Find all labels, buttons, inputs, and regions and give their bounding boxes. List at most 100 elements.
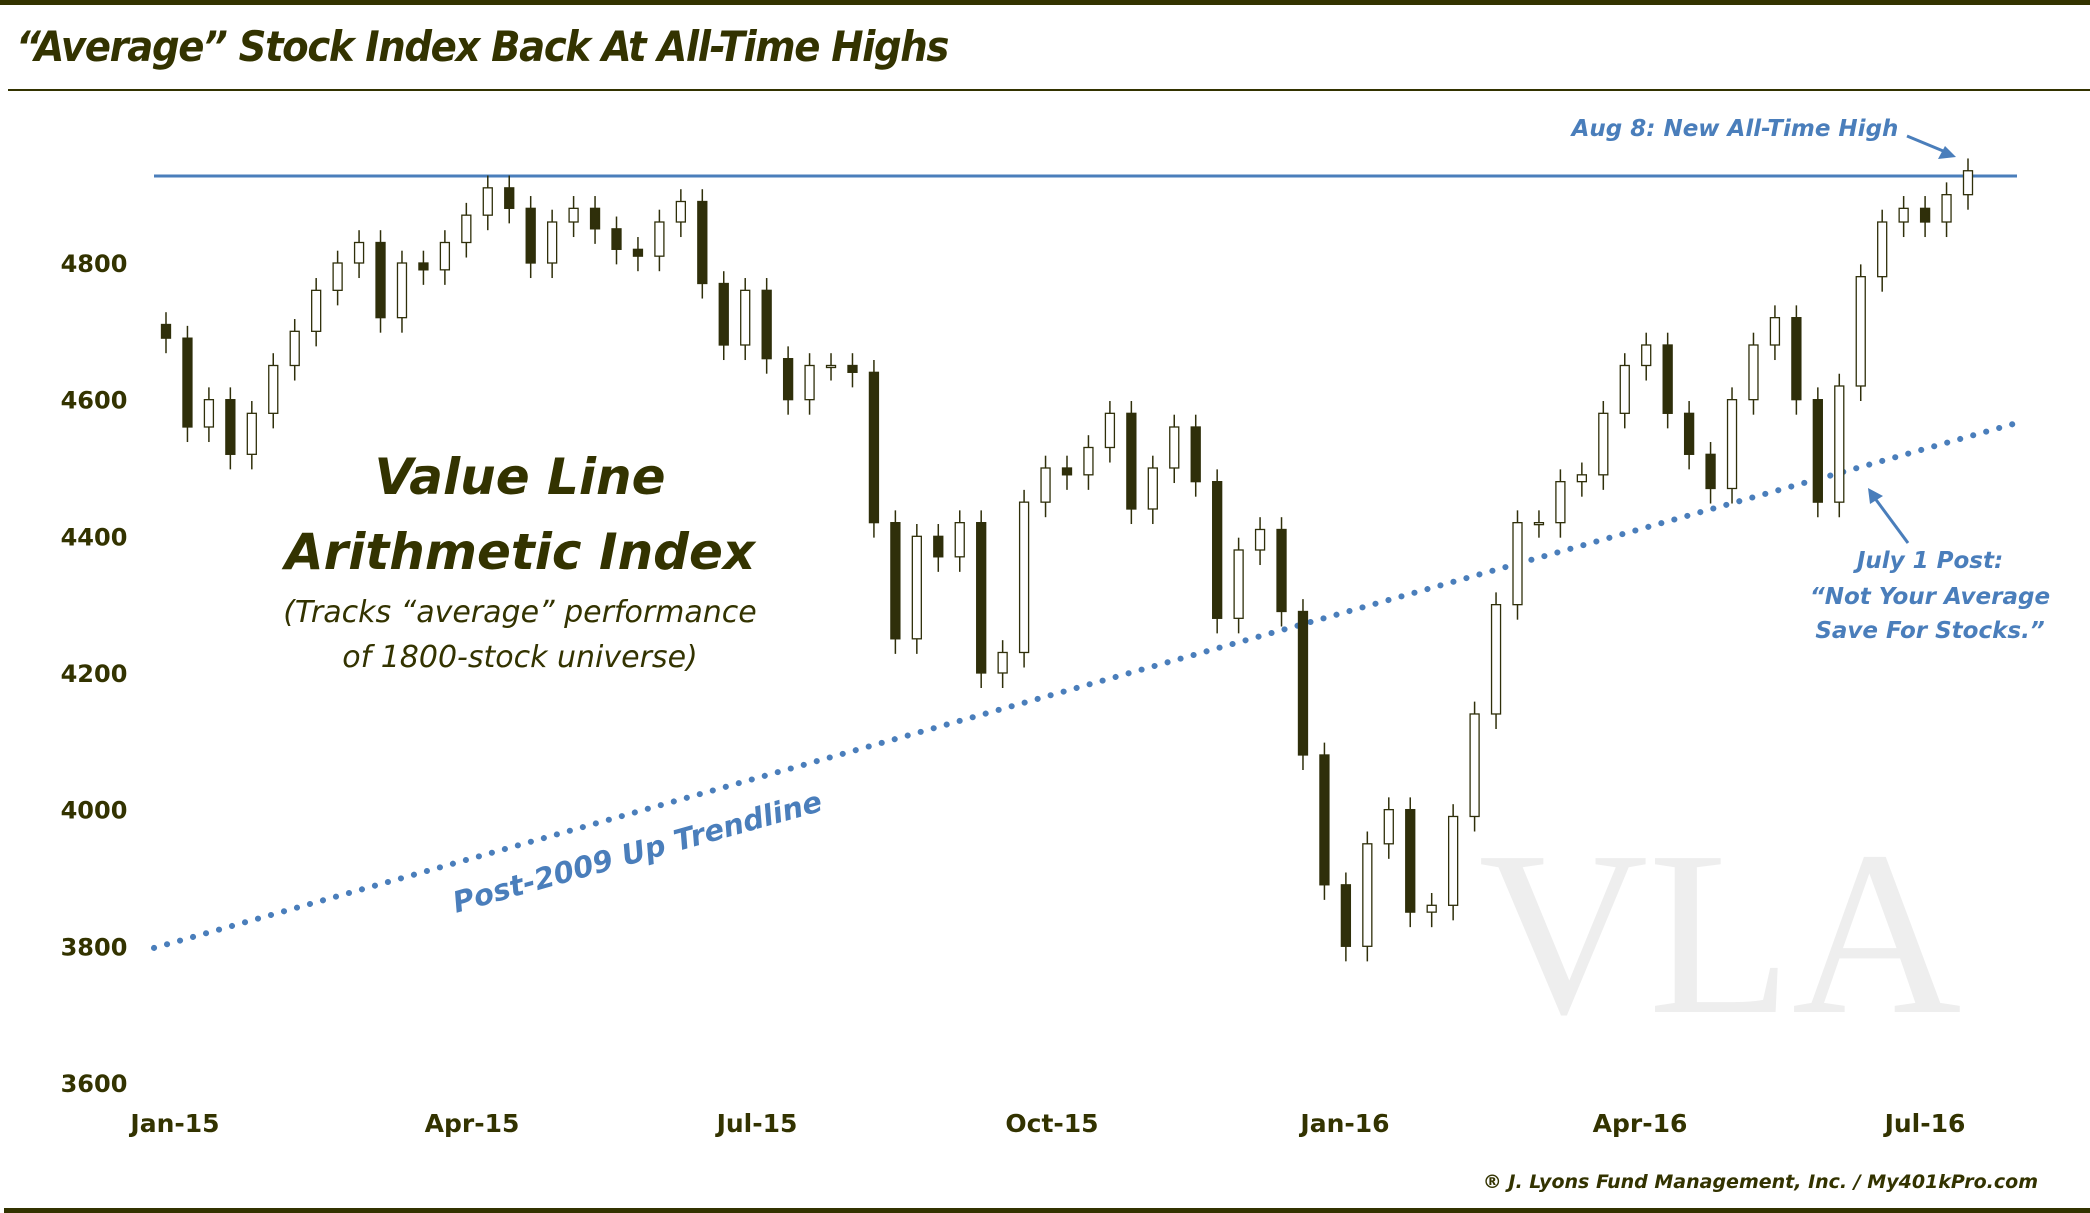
candle-body (1490, 604, 1502, 715)
candle-body (632, 248, 644, 257)
candle-body (1040, 467, 1051, 503)
candle (1598, 401, 1609, 490)
x-tick-label: Jul-15 (715, 1109, 798, 1138)
candle (225, 387, 236, 470)
candle (1726, 387, 1738, 504)
high-note: Aug 8: New All-Time High (1570, 116, 1899, 142)
candle-body (1512, 522, 1523, 606)
bottom-border (4, 1208, 2090, 1213)
candle-body (439, 241, 451, 271)
candle-body (1662, 344, 1673, 414)
post-note-line3: Save For Stocks.” (1815, 618, 2044, 644)
candle (182, 325, 193, 443)
candle (589, 196, 601, 244)
candle (697, 189, 708, 299)
candle (1619, 353, 1630, 429)
x-tick-label: Jan-16 (1298, 1109, 1389, 1138)
candle (1490, 592, 1502, 730)
index-desc-line2: of 1800-stock universe) (342, 640, 697, 675)
candle-body (1791, 317, 1802, 401)
candle-body (1898, 207, 1909, 223)
candle-body (1834, 385, 1845, 503)
candle (1362, 831, 1373, 962)
index-name-line2: Arithmetic Index (281, 523, 757, 581)
candle-body (1447, 815, 1459, 906)
candle (1297, 599, 1309, 771)
candle (1426, 893, 1437, 928)
candle (1533, 510, 1545, 538)
candle-body (1769, 317, 1781, 346)
candle (268, 353, 279, 429)
x-tick-label: Apr-16 (1593, 1109, 1688, 1138)
y-tick-label: 3800 (61, 933, 128, 961)
candle-body (675, 200, 687, 223)
candle-body (1962, 170, 1974, 196)
candle-body (353, 241, 365, 264)
y-tick-label: 4000 (61, 797, 128, 825)
candle (1104, 401, 1116, 463)
candle (525, 196, 536, 279)
candle-body (375, 241, 386, 319)
candle-body (911, 535, 922, 640)
x-tick-label: Jul-16 (1883, 1109, 1966, 1138)
candle-body (1576, 474, 1588, 483)
candle-body (1405, 808, 1416, 913)
candle (1383, 797, 1394, 859)
candle-body (1619, 364, 1630, 414)
high-arrow-icon (1906, 134, 1956, 159)
candle (675, 189, 687, 238)
candle (1040, 455, 1051, 518)
candle (911, 524, 922, 654)
candle (353, 230, 365, 279)
candle (203, 387, 215, 443)
candle-body (740, 289, 751, 346)
candle-body (1919, 207, 1931, 223)
candle (1512, 510, 1523, 620)
candle (311, 278, 322, 347)
candle (418, 250, 429, 285)
y-tick-label: 4800 (61, 250, 128, 278)
candle-body (568, 207, 579, 223)
candle (1405, 797, 1416, 928)
candle-body (1362, 843, 1373, 947)
candle-body (1126, 412, 1137, 510)
candle (782, 346, 794, 415)
candle (1748, 332, 1759, 415)
copyright: ® J. Lyons Fund Management, Inc. / My401… (1482, 1171, 2038, 1193)
candle (740, 278, 751, 361)
candle-body (1683, 412, 1695, 455)
y-axis: 3600 3800 4000 4200 4400 4600 4800 (61, 250, 128, 1098)
y-tick-label: 4400 (61, 523, 128, 551)
candle-body (1941, 194, 1952, 223)
candle-body (1276, 528, 1287, 613)
candle (1834, 373, 1845, 518)
candle-body (1319, 754, 1330, 886)
candle (160, 312, 172, 354)
candle (1662, 332, 1673, 429)
candle-body (1555, 481, 1566, 524)
candle (546, 209, 558, 279)
candle (1126, 401, 1137, 525)
candle (504, 175, 515, 224)
candle-body (847, 364, 858, 373)
candle-body (1169, 426, 1180, 469)
candle (868, 360, 880, 538)
candle-body (1705, 453, 1716, 490)
candle-body (225, 399, 236, 455)
candle (439, 230, 451, 285)
candle (847, 353, 858, 388)
candle-body (1748, 344, 1759, 401)
candle (1962, 158, 1974, 210)
candle-body (246, 412, 257, 455)
candle-body (804, 364, 815, 401)
candle (1576, 462, 1588, 497)
candle-body (1254, 528, 1266, 551)
candle-body (461, 214, 472, 244)
candle-body (890, 522, 901, 640)
x-axis: Jan-15 Apr-15 Jul-15 Oct-15 Jan-16 Apr-16 Jul-… (128, 1109, 1965, 1138)
candle (375, 230, 386, 333)
x-tick-label: Jan-15 (128, 1109, 219, 1138)
candle (1919, 196, 1931, 238)
candles (160, 158, 1974, 962)
